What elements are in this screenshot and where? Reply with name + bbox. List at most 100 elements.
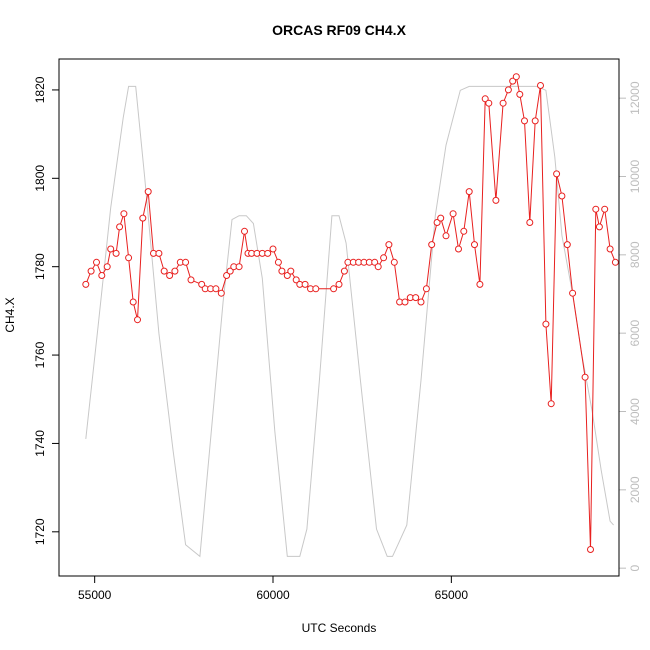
primary-point xyxy=(93,258,100,266)
primary-point xyxy=(442,232,450,240)
primary-point xyxy=(569,289,577,297)
primary-point xyxy=(198,280,206,288)
primary-point xyxy=(274,258,282,266)
primary-point xyxy=(581,373,589,381)
primary-point xyxy=(563,241,571,249)
primary-point xyxy=(301,280,309,288)
primary-point xyxy=(499,99,507,107)
primary-point xyxy=(504,86,512,94)
primary-point xyxy=(217,289,225,297)
left-axis: 1720 1740 1760 1780 1800 1820 xyxy=(33,76,60,545)
x-tick-label: 65000 xyxy=(435,588,469,602)
y-tick-label: 1760 xyxy=(33,341,47,368)
primary-point xyxy=(492,196,500,204)
plot-area-frame xyxy=(58,58,620,577)
y-tick-label: 1740 xyxy=(33,430,47,457)
primary-point xyxy=(134,316,141,324)
primary-point xyxy=(449,210,457,218)
x-tick-label: 60000 xyxy=(256,588,290,602)
primary-point xyxy=(182,258,190,266)
y2-tick-label: 0 xyxy=(628,565,642,572)
x-axis-label: UTC Seconds xyxy=(302,621,377,635)
primary-point xyxy=(340,267,348,275)
primary-point xyxy=(509,77,517,85)
primary-point xyxy=(241,227,248,235)
primary-point xyxy=(611,258,619,266)
y2-tick-label: 4000 xyxy=(628,398,642,425)
primary-point xyxy=(537,82,544,89)
y-tick-label: 1800 xyxy=(33,165,47,192)
y-tick-label: 1820 xyxy=(33,76,47,103)
primary-point xyxy=(103,263,111,271)
primary-point xyxy=(166,272,174,279)
primary-point xyxy=(155,249,163,257)
primary-point xyxy=(485,99,493,107)
primary-point xyxy=(107,245,115,253)
primary-point xyxy=(278,267,286,275)
primary-point xyxy=(465,188,473,196)
primary-point xyxy=(601,205,609,213)
primary-point xyxy=(606,245,614,253)
primary-point xyxy=(129,298,137,306)
primary-point xyxy=(226,267,234,275)
x-axis: 55000 60000 65000 xyxy=(78,575,469,602)
primary-point xyxy=(116,223,124,231)
primary-point xyxy=(516,90,524,98)
y-tick-label: 1780 xyxy=(33,253,47,280)
primary-point xyxy=(526,219,534,226)
y2-tick-label: 12000 xyxy=(628,81,642,115)
y-tick-label: 1720 xyxy=(33,518,47,545)
primary-point xyxy=(587,546,594,553)
primary-point xyxy=(390,258,398,266)
secondary-line xyxy=(85,85,614,558)
primary-point xyxy=(171,267,179,275)
primary-point xyxy=(417,298,425,306)
y2-tick-label: 6000 xyxy=(628,319,642,346)
primary-point xyxy=(269,245,277,253)
primary-point xyxy=(385,241,393,249)
primary-point xyxy=(542,320,550,328)
primary-point xyxy=(87,267,95,275)
primary-point xyxy=(380,254,388,262)
primary-point xyxy=(160,267,168,275)
primary-point xyxy=(455,245,462,253)
x-tick-label: 55000 xyxy=(78,588,112,602)
primary-point xyxy=(428,241,436,249)
right-axis: 0 2000 4000 6000 8000 10000 12000 xyxy=(618,81,642,572)
primary-point xyxy=(98,272,106,279)
primary-point xyxy=(112,249,120,257)
primary-point xyxy=(371,258,379,266)
primary-series xyxy=(82,73,619,553)
primary-point xyxy=(283,272,291,279)
primary-point xyxy=(476,280,484,288)
primary-point xyxy=(335,280,343,288)
y-axis-label: CH4.X xyxy=(3,297,17,332)
primary-point xyxy=(481,95,489,103)
primary-point xyxy=(460,227,468,235)
primary-point xyxy=(547,400,555,408)
primary-point xyxy=(531,117,539,125)
primary-point xyxy=(437,214,445,222)
primary-point xyxy=(471,241,478,249)
primary-point xyxy=(595,223,603,231)
primary-point xyxy=(558,192,566,200)
primary-point xyxy=(401,298,409,306)
y2-tick-label: 2000 xyxy=(628,476,642,503)
primary-point xyxy=(422,285,430,293)
primary-point xyxy=(212,285,220,293)
primary-point xyxy=(125,254,133,262)
primary-point xyxy=(187,276,195,284)
primary-point xyxy=(292,276,300,284)
chart-title: ORCAS RF09 CH4.X xyxy=(272,22,406,38)
primary-point xyxy=(312,285,320,293)
primary-point xyxy=(592,205,600,213)
primary-point xyxy=(235,263,243,271)
primary-point xyxy=(553,170,561,178)
y2-tick-label: 10000 xyxy=(628,159,642,193)
primary-point xyxy=(330,285,338,293)
primary-point xyxy=(412,294,420,302)
primary-point xyxy=(144,188,152,196)
primary-point xyxy=(433,219,441,226)
